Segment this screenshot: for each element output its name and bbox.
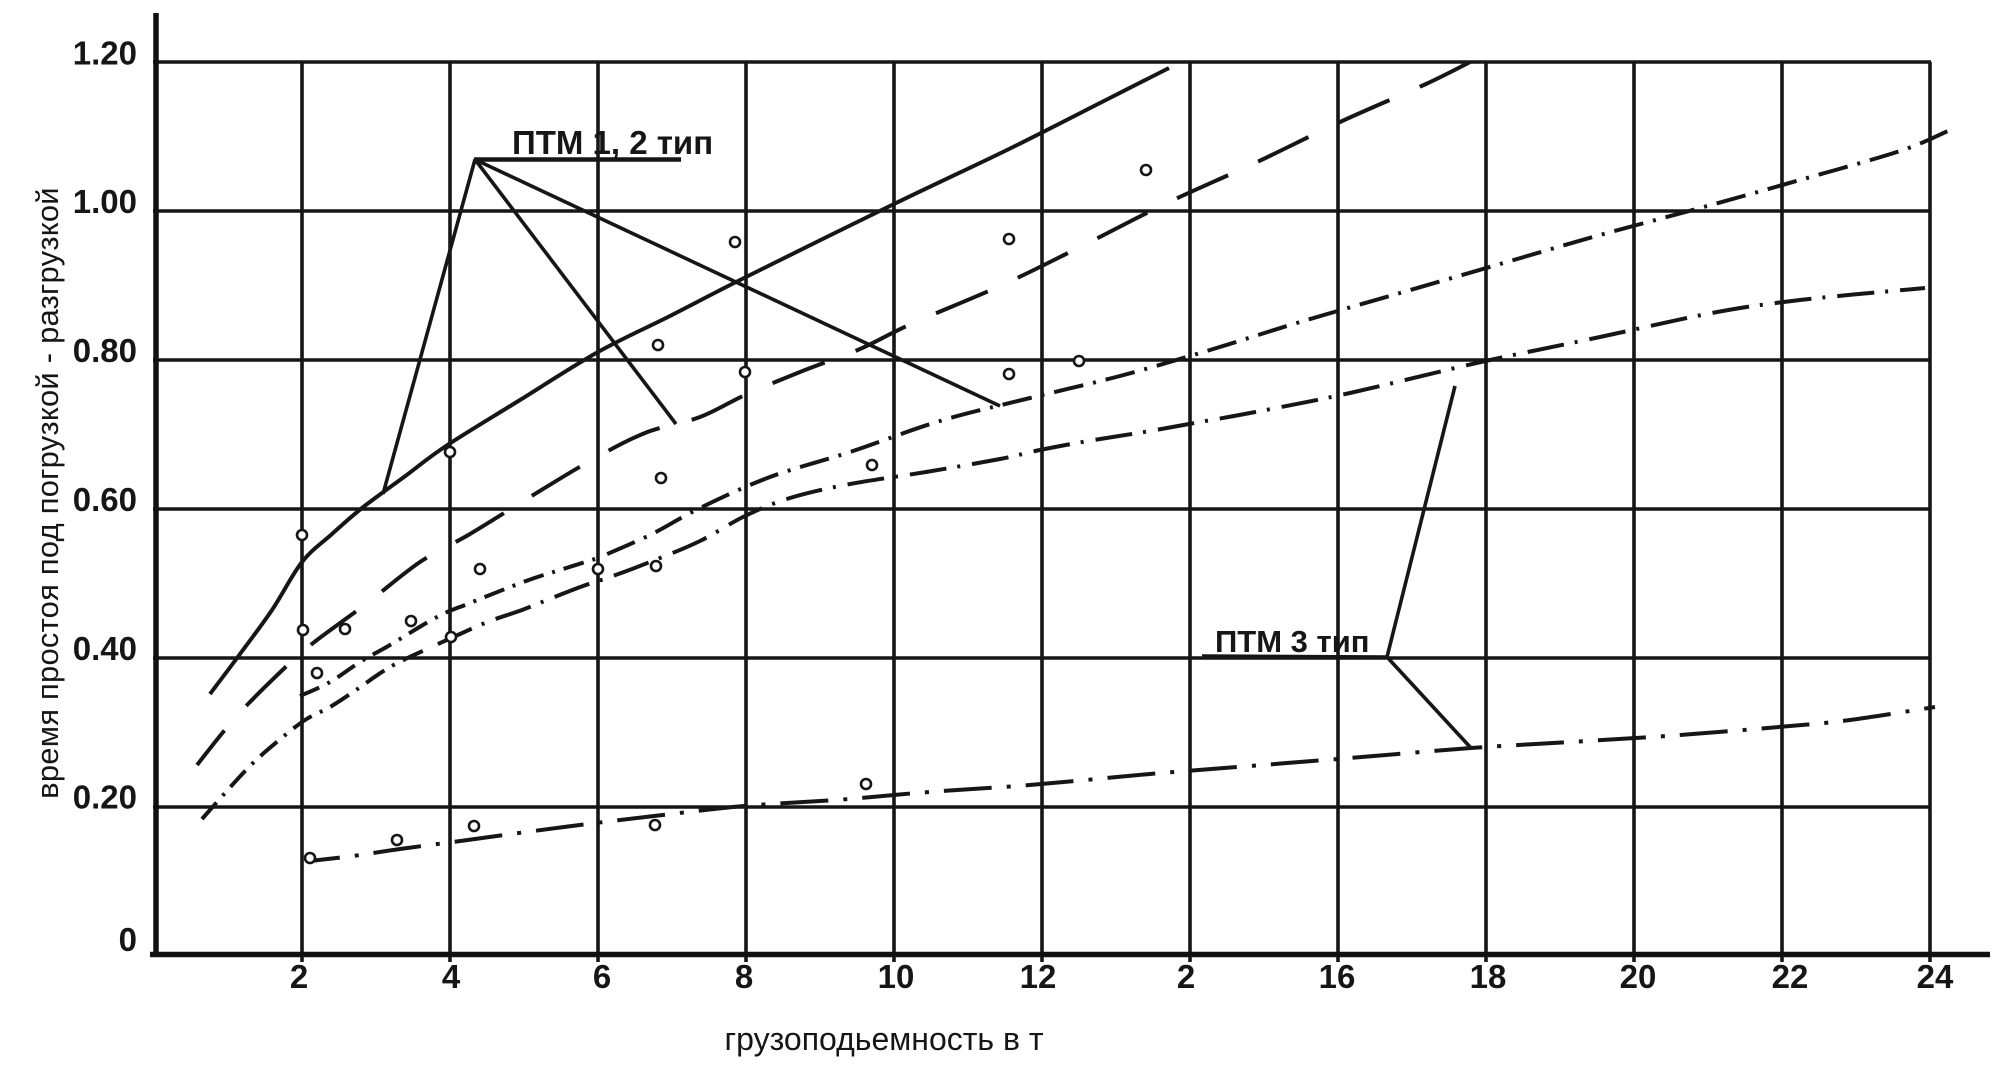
svg-text:2: 2 xyxy=(290,958,308,995)
svg-text:2: 2 xyxy=(1177,958,1195,995)
svg-text:18: 18 xyxy=(1470,958,1507,995)
svg-text:1.20: 1.20 xyxy=(73,35,137,72)
svg-text:6: 6 xyxy=(593,958,611,995)
svg-text:0.40: 0.40 xyxy=(73,630,137,667)
svg-text:0.20: 0.20 xyxy=(73,779,137,816)
svg-text:12: 12 xyxy=(1020,958,1057,995)
svg-text:16: 16 xyxy=(1319,958,1356,995)
svg-text:24: 24 xyxy=(1917,958,1954,995)
svg-text:22: 22 xyxy=(1772,958,1809,995)
svg-text:0: 0 xyxy=(119,921,137,958)
svg-text:0.60: 0.60 xyxy=(73,481,137,518)
svg-text:ПТМ 1, 2 тип: ПТМ 1, 2 тип xyxy=(512,124,713,161)
svg-text:0.80: 0.80 xyxy=(73,332,137,369)
svg-text:8: 8 xyxy=(735,958,753,995)
svg-text:1.00: 1.00 xyxy=(73,183,137,220)
svg-text:время простоя под погрузкой -: время простоя под погрузкой - разгрузкой xyxy=(30,187,65,799)
svg-text:грузоподьемность в т: грузоподьемность в т xyxy=(724,1021,1043,1057)
svg-text:20: 20 xyxy=(1620,958,1657,995)
svg-text:4: 4 xyxy=(442,958,461,995)
svg-text:ПТМ 3 тип: ПТМ 3 тип xyxy=(1215,624,1369,659)
svg-text:10: 10 xyxy=(878,958,915,995)
